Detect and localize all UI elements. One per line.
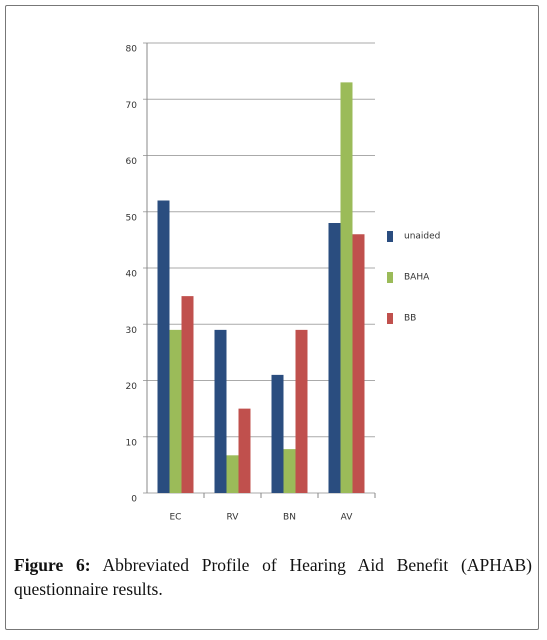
bar xyxy=(226,455,239,493)
y-tick-label: 80 xyxy=(126,45,138,55)
bar xyxy=(352,234,365,493)
legend-label: BB xyxy=(404,314,416,324)
x-tick-label: AV xyxy=(341,513,354,523)
chart: 0 10 20 30 40 50 60 70 80 EC RV BN AV unaided BAHA BB xyxy=(126,42,440,523)
y-tick-label: 60 xyxy=(126,157,138,167)
bar xyxy=(238,408,251,493)
legend-swatch xyxy=(387,231,393,242)
y-tick-label: 40 xyxy=(126,270,138,280)
y-tick-label: 30 xyxy=(126,326,138,336)
figure-caption: Figure 6: Abbreviated Profile of Hearing… xyxy=(14,553,532,601)
legend-label: BAHA xyxy=(404,273,430,283)
y-tick-label: 50 xyxy=(126,213,138,223)
y-tick-label: 10 xyxy=(126,438,138,448)
bar xyxy=(169,329,182,493)
bar xyxy=(157,200,170,493)
bar xyxy=(340,82,353,493)
bar xyxy=(214,329,227,493)
y-tick-label: 70 xyxy=(126,101,138,111)
legend-label: unaided xyxy=(404,232,440,242)
legend-swatch xyxy=(387,313,393,324)
caption-text: Abbreviated Profile of Hearing Aid Benef… xyxy=(14,555,532,599)
bar xyxy=(181,296,194,493)
y-tick-label: 0 xyxy=(131,495,137,505)
x-tick-label: RV xyxy=(227,513,240,523)
figure-frame xyxy=(5,5,539,630)
legend-swatch xyxy=(387,272,393,283)
x-tick-label: BN xyxy=(283,513,296,523)
bar xyxy=(328,223,341,493)
bar xyxy=(295,329,308,493)
bar xyxy=(271,374,284,493)
x-tick-label: EC xyxy=(170,513,182,523)
bar xyxy=(283,449,296,493)
y-tick-label: 20 xyxy=(126,382,138,392)
caption-label: Figure 6: xyxy=(14,555,91,575)
